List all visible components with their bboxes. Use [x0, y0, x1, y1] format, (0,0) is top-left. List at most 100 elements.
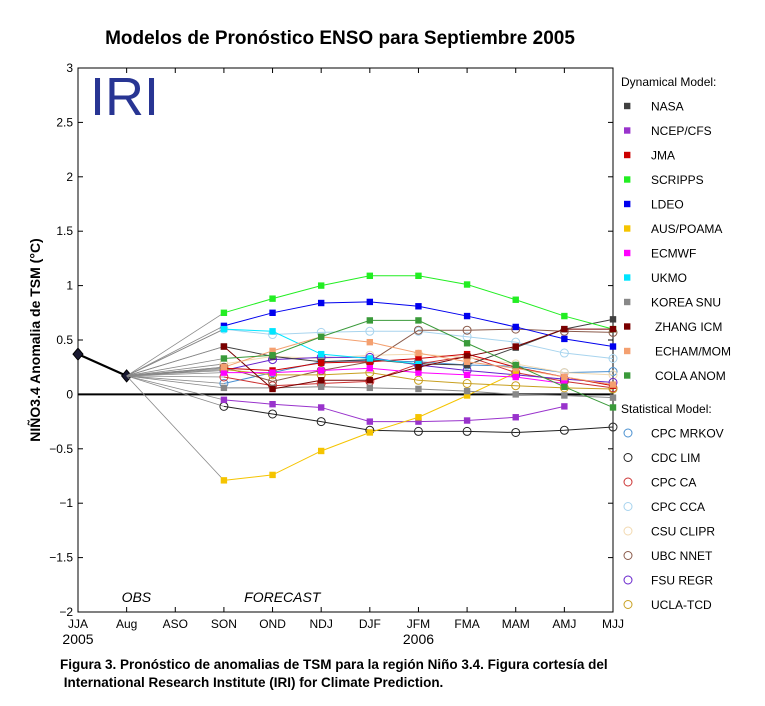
legend-label: KOREA SNU	[651, 296, 721, 310]
legend-label: ECMWF	[651, 247, 696, 261]
legend-marker	[624, 372, 631, 379]
data-point	[609, 404, 617, 411]
y-tick-label: 2.5	[56, 115, 73, 129]
data-point	[561, 383, 568, 390]
legend-label: UBC NNET	[651, 549, 713, 563]
legend-marker	[624, 127, 631, 134]
data-point	[317, 377, 325, 384]
data-point	[561, 373, 568, 381]
data-point	[220, 384, 228, 392]
data-point	[561, 325, 568, 333]
data-point	[463, 387, 471, 395]
data-point	[220, 343, 228, 350]
legend-marker	[624, 151, 631, 159]
data-point	[415, 303, 422, 310]
data-point	[415, 272, 422, 280]
data-point	[415, 385, 422, 393]
legend-marker	[624, 200, 631, 208]
series-line	[223, 367, 565, 385]
legend-label: SCRIPPS	[651, 173, 704, 187]
data-point	[609, 316, 617, 323]
connector-line	[126, 325, 225, 377]
data-point	[512, 343, 519, 350]
data-point	[561, 380, 568, 387]
legend-marker	[623, 428, 633, 438]
series-korea-snu	[126, 375, 617, 401]
obs-line	[77, 353, 128, 377]
data-point	[415, 369, 422, 376]
data-point	[512, 296, 519, 303]
data-point	[366, 365, 374, 372]
legend: Dynamical Model: NASA NCEP/CFS JMA SCRIPPS LD…	[621, 75, 731, 612]
data-point	[561, 403, 568, 410]
data-point	[512, 373, 519, 381]
chart-title: Modelos de Pronóstico ENSO para Septiemb…	[105, 28, 575, 49]
data-point	[561, 312, 568, 320]
data-point	[512, 365, 519, 372]
legend-marker	[624, 249, 631, 257]
data-point	[269, 328, 276, 335]
data-point	[220, 396, 228, 404]
legend-marker	[623, 600, 633, 609]
legend-label: COLA ANOM	[655, 369, 726, 383]
legend-label: CSU CLIPR	[651, 525, 715, 539]
caption-line-1: Figura 3. Pronóstico de anomalias de TSM…	[60, 657, 608, 672]
connector-line	[126, 375, 225, 407]
x-tick-label: OND	[259, 617, 286, 631]
region-label: OBS	[122, 589, 152, 605]
legend-label: FSU REGR	[651, 574, 713, 588]
connector-line	[126, 375, 224, 389]
legend-marker	[623, 453, 633, 462]
data-point	[462, 325, 472, 335]
x-tick-label: JFM	[407, 617, 430, 631]
legend-label: UCLA-TCD	[651, 598, 712, 612]
data-point	[512, 361, 519, 369]
data-point	[220, 325, 228, 333]
series-line	[223, 328, 614, 359]
data-point	[316, 417, 326, 427]
data-point	[609, 325, 617, 333]
legend-label: JMA	[651, 149, 675, 163]
data-point	[366, 377, 374, 384]
data-point	[413, 426, 423, 436]
legend-marker	[624, 323, 631, 330]
data-point	[609, 343, 617, 350]
legend-header-statistical: Statistical Model:	[621, 402, 712, 416]
legend-marker	[624, 274, 631, 281]
data-point	[463, 340, 471, 347]
legend-marker	[624, 176, 631, 183]
y-axis-label: NIÑO3.4 Anomalia de TSM (°C)	[26, 238, 43, 441]
data-point	[463, 392, 471, 399]
y-tick-label: 0	[66, 387, 73, 401]
legend-marker	[624, 298, 631, 306]
series-cola-anom	[126, 317, 617, 411]
y-tick-label: 2	[66, 170, 73, 184]
data-point	[366, 355, 374, 362]
legend-label: LDEO	[651, 198, 684, 212]
x-tick-label: DJF	[359, 617, 381, 631]
data-point	[220, 309, 228, 316]
y-tick-label: −0.5	[49, 442, 73, 456]
series-aus-poama	[126, 369, 519, 484]
figure-caption: Figura 3. Pronóstico de anomalias de TSM…	[60, 656, 608, 692]
data-point	[317, 404, 325, 411]
data-point	[415, 349, 422, 357]
data-point	[317, 447, 325, 455]
connector-line	[126, 375, 225, 481]
data-point	[463, 281, 471, 288]
connector-line	[126, 366, 224, 377]
x-tick-label: ASO	[163, 617, 188, 631]
data-point	[366, 429, 374, 436]
connector-line	[126, 358, 224, 377]
connector-line	[126, 363, 224, 377]
data-point	[415, 355, 422, 362]
x-tick-label: Aug	[116, 617, 137, 631]
data-point	[512, 391, 519, 398]
data-point	[317, 282, 325, 289]
data-point	[317, 367, 325, 374]
legend-label: CPC CA	[651, 476, 696, 490]
legend-marker	[623, 477, 633, 487]
data-point	[512, 369, 519, 376]
data-point	[511, 427, 521, 437]
series-line	[223, 399, 565, 423]
